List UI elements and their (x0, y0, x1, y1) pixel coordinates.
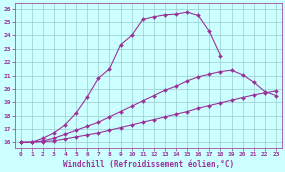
X-axis label: Windchill (Refroidissement éolien,°C): Windchill (Refroidissement éolien,°C) (63, 159, 234, 169)
